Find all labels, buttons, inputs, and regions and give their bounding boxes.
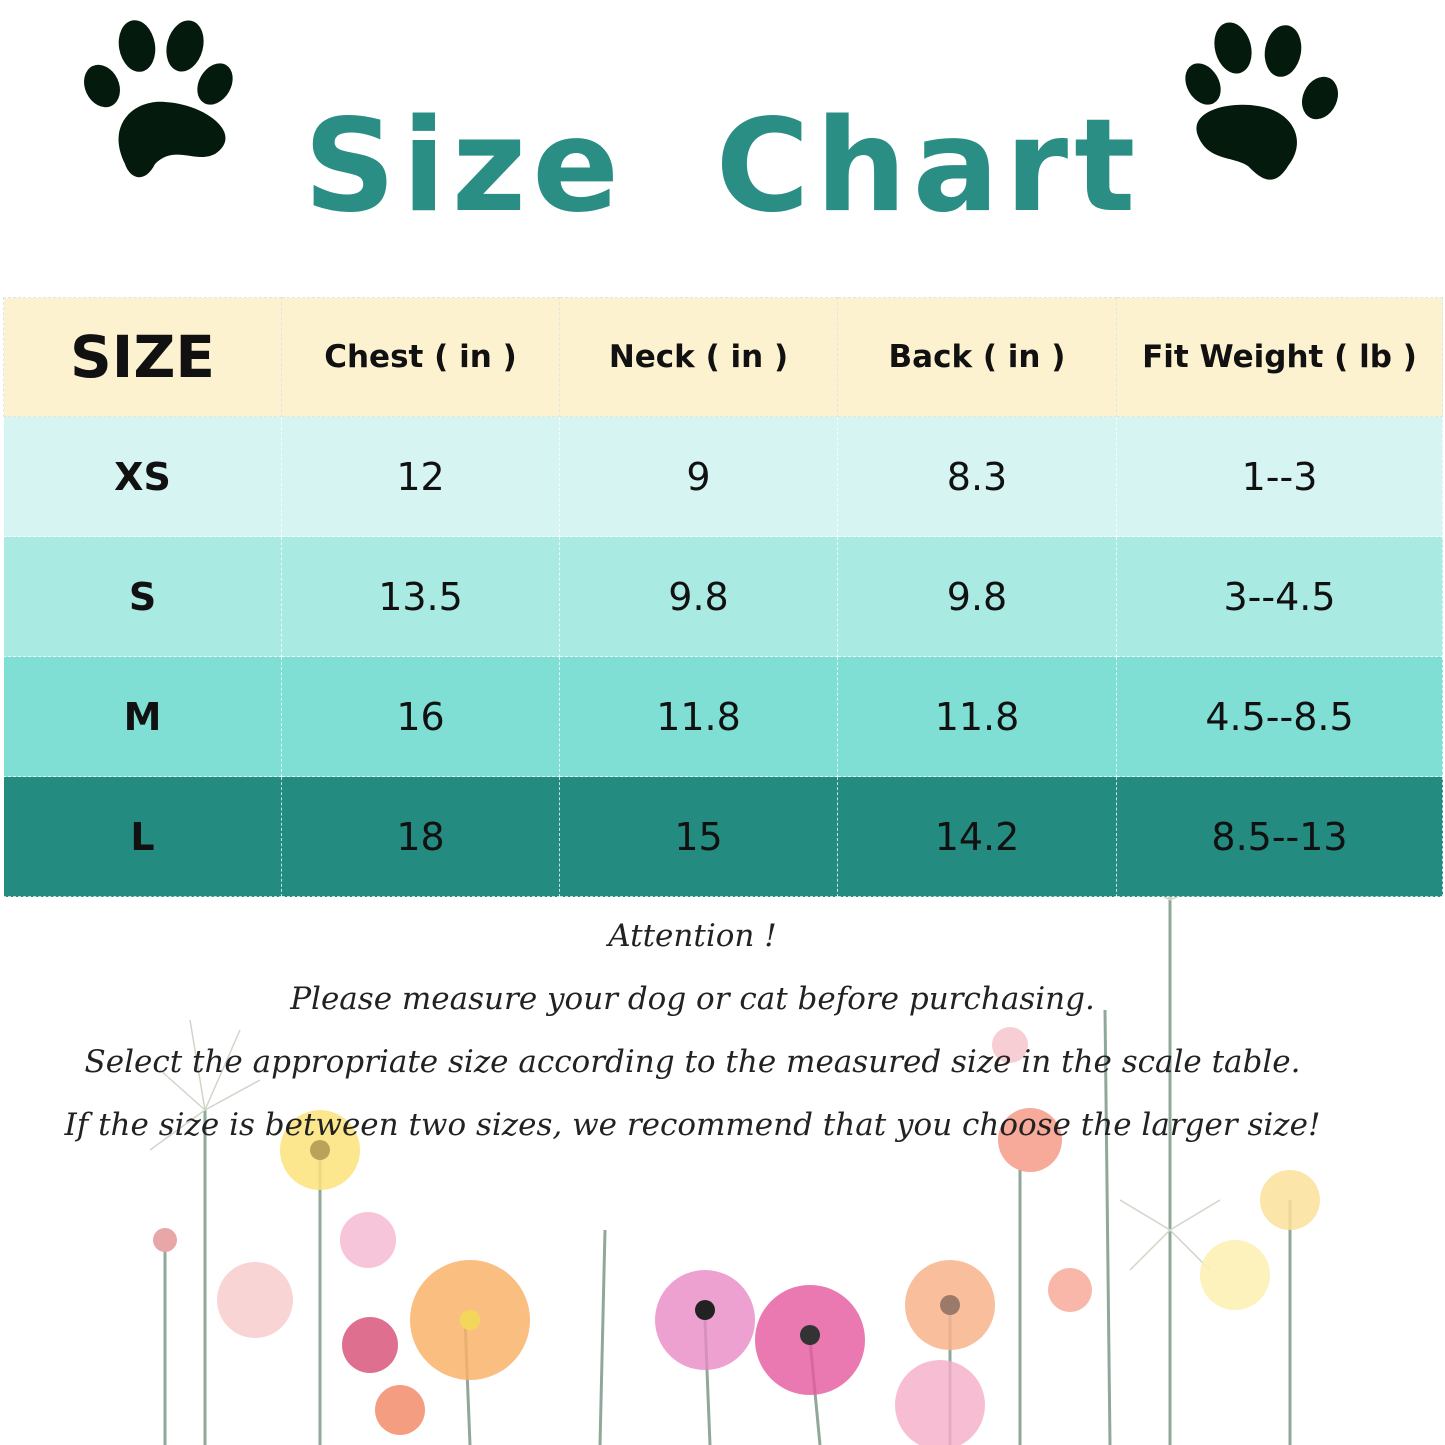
neck-cell: 15: [559, 776, 838, 897]
chest-cell: 16: [281, 656, 560, 777]
back-cell: 9.8: [837, 536, 1117, 657]
weight-cell: 8.5--13: [1116, 776, 1443, 897]
table-row: S 13.5 9.8 9.8 3--4.5: [3, 536, 1443, 657]
weight-cell: 4.5--8.5: [1116, 656, 1443, 777]
header-fit-weight: Fit Weight ( lb ): [1116, 297, 1443, 417]
back-cell: 8.3: [837, 416, 1117, 537]
paw-print-icon: [1185, 22, 1338, 180]
size-cell: L: [3, 776, 282, 897]
note-line: Please measure your dog or cat before pu…: [290, 981, 1095, 1017]
header-chest: Chest ( in ): [281, 297, 560, 417]
note-line: Select the appropriate size according to…: [84, 1044, 1301, 1080]
table-header-row: SIZE Chest ( in ) Neck ( in ) Back ( in …: [3, 297, 1443, 417]
size-cell: XS: [3, 416, 282, 537]
floral-illustration: [149, 825, 1320, 1445]
size-cell: M: [3, 656, 282, 777]
weight-cell: 3--4.5: [1116, 536, 1443, 657]
page-title: Size Chart: [303, 92, 1142, 241]
header-size: SIZE: [3, 297, 282, 417]
back-cell: 11.8: [837, 656, 1117, 777]
chest-cell: 12: [281, 416, 560, 537]
back-cell: 14.2: [837, 776, 1117, 897]
size-cell: S: [3, 536, 282, 657]
size-table: SIZE Chest ( in ) Neck ( in ) Back ( in …: [3, 297, 1443, 897]
attention-heading: Attention !: [608, 918, 777, 954]
chest-cell: 13.5: [281, 536, 560, 657]
neck-cell: 9.8: [559, 536, 838, 657]
table-row: M 16 11.8 11.8 4.5--8.5: [3, 656, 1443, 777]
chest-cell: 18: [281, 776, 560, 897]
weight-cell: 1--3: [1116, 416, 1443, 537]
paw-print-icon: [84, 20, 233, 178]
note-line: If the size is between two sizes, we rec…: [64, 1107, 1321, 1143]
table-row: L 18 15 14.2 8.5--13: [3, 776, 1443, 897]
header-neck: Neck ( in ): [559, 297, 838, 417]
header-back: Back ( in ): [837, 297, 1117, 417]
neck-cell: 11.8: [559, 656, 838, 777]
table-row: XS 12 9 8.3 1--3: [3, 416, 1443, 537]
neck-cell: 9: [559, 416, 838, 537]
